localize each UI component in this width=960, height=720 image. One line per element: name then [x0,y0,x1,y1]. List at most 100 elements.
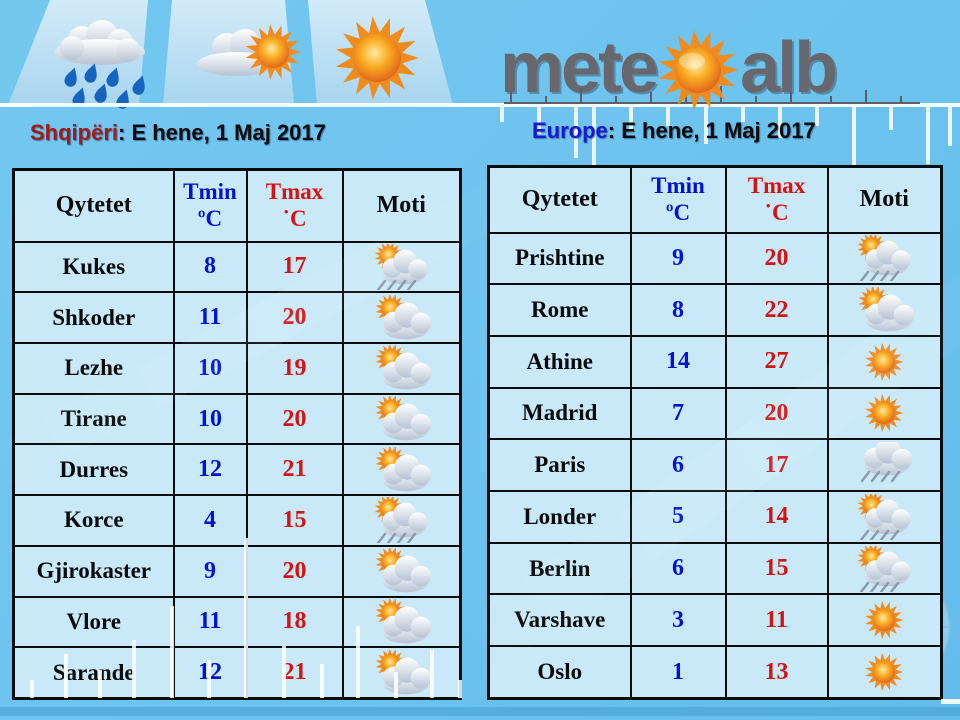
city-name: Korce [12,494,175,547]
europe-weather-table: Qytetet Tmin ºC Tmax ˙C Moti Prishtine 9 2… [487,165,943,700]
table-header-row: Qytetet Tmin ºC Tmax ˙C Moti [12,168,462,243]
sun-cloud-icon [197,24,301,80]
city-name: Londer [487,490,632,544]
column-header-tmin: Tmin ºC [172,168,248,243]
weather-icon-cell [341,240,462,294]
tmax-value: 11 [724,593,829,648]
sun-cloud-icon [830,287,940,333]
weather-row: Durres 12 21 [12,443,462,497]
weather-row: Kukes 8 17 [12,240,462,294]
tmax-value: 22 [724,283,829,337]
tmin-value: 11 [172,595,248,649]
tmax-value: 15 [245,494,344,547]
tmax-value: 20 [245,291,344,344]
tmin-value: 4 [172,494,248,547]
tmax-value: 27 [724,334,829,389]
sun-icon [830,597,940,643]
city-name: Varshave [487,593,632,648]
column-header-tmax: Tmax ˙C [724,165,829,234]
sun-cloud-icon [345,598,459,645]
weather-icon-cell [341,544,462,598]
logo-text-alb: alb [740,28,838,108]
city-name: Kukes [12,240,175,294]
city-name: Lezhe [12,341,175,395]
city-name: Prishtine [487,231,632,286]
column-header-weather: Moti [826,165,943,234]
logo-sun-icon [658,30,739,110]
tmax-value: 18 [245,595,344,649]
tmin-value: 9 [172,544,248,598]
sun-cloud-icon [345,345,459,391]
sun-cloud-rain-icon [830,493,940,540]
weather-icon-cell [826,645,943,700]
tmin-value: 8 [629,283,727,337]
logo-ruler [504,102,920,104]
tmax-value: 13 [724,645,829,700]
tmin-value: 8 [172,240,248,294]
city-name: Oslo [487,645,632,700]
sun-cloud-rain-icon [345,243,459,290]
weather-row: Rome 8 22 [487,283,943,337]
weather-icon-cell [826,386,943,441]
weather-row: Prishtine 9 20 [487,231,943,286]
weather-icon-cell [826,231,943,286]
column-header-tmax: Tmax ˙C [245,168,344,243]
weather-row: Varshave 3 11 [487,593,943,648]
sun-cloud-icon [345,649,459,696]
city-name: Shkoder [12,291,175,344]
city-name: Sarande [12,646,175,700]
sun-icon [335,16,419,100]
logo-text-mete: mete [500,28,659,108]
sun-icon [830,649,940,695]
tmax-value: 20 [724,386,829,441]
weather-icon-cell [341,595,462,649]
weather-icon-cell [341,646,462,700]
tmax-value: 17 [245,240,344,294]
tmin-value: 3 [629,593,727,648]
tmin-value: 12 [172,646,248,700]
tmin-value: 6 [629,438,727,493]
tmax-value: 17 [724,438,829,493]
white-ruler-line [0,103,960,107]
sun-cloud-rain-icon [345,497,459,544]
tmin-value: 11 [172,291,248,344]
tmin-value: 12 [172,443,248,497]
column-header-city: Qytetet [487,165,632,234]
europe-section-title: Europe: E hene, 1 Maj 2017 [532,118,816,144]
tmin-value: 5 [629,490,727,544]
weather-row: Sarande 12 21 [12,646,462,700]
weather-icon-cell [826,283,943,337]
column-header-city: Qytetet [12,168,175,243]
weather-row: Madrid 7 20 [487,386,943,441]
weather-icon-cell [826,334,943,389]
city-name: Gjirokaster [12,544,175,598]
tmax-value: 20 [245,544,344,598]
tmax-value: 15 [724,541,829,596]
weather-row: Shkoder 11 20 [12,291,462,344]
weather-row: Vlore 11 18 [12,595,462,649]
tmin-value: 10 [172,392,248,446]
tmin-value: 10 [172,341,248,395]
cloud-rain-icon [830,442,940,488]
weather-row: Gjirokaster 9 20 [12,544,462,598]
city-name: Rome [487,283,632,337]
tmin-value: 14 [629,334,727,389]
tmax-value: 21 [245,443,344,497]
sun-cloud-icon [345,294,459,341]
weather-row: Lezhe 10 19 [12,341,462,395]
table-header-row: Qytetet Tmin ºC Tmax ˙C Moti [487,165,943,234]
city-name: Athine [487,334,632,389]
weather-icon-cell [826,438,943,493]
city-name: Durres [12,443,175,497]
column-header-weather: Moti [341,168,462,243]
tmax-value: 20 [724,231,829,286]
city-name: Paris [487,438,632,493]
tmax-value: 14 [724,490,829,544]
tmax-value: 21 [245,646,344,700]
weather-row: Berlin 6 15 [487,541,943,596]
city-name: Berlin [487,541,632,596]
weather-row: Londer 5 14 [487,490,943,544]
region-name-europe: Europe [532,118,608,143]
sun-cloud-icon [345,446,459,493]
